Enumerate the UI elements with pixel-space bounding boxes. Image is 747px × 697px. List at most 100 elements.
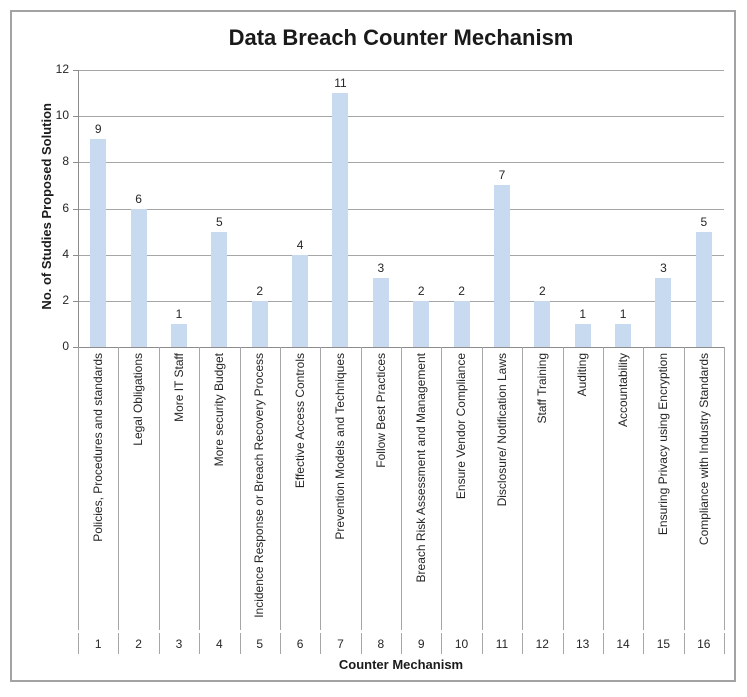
bar-value-label: 9	[94, 122, 102, 137]
category-number-separator	[563, 633, 564, 654]
y-tick-label: 0	[62, 339, 69, 353]
bar	[251, 300, 268, 347]
gridline	[79, 300, 724, 302]
bar	[130, 208, 147, 347]
category-number-separator	[159, 633, 160, 654]
category-label: Ensuring Privacy using Encryption	[656, 353, 671, 536]
category-number-separator	[643, 633, 644, 654]
bar-value-label: 4	[296, 237, 304, 252]
category-number-separator	[78, 633, 79, 654]
category-number: 10	[454, 637, 469, 651]
category-number-separator	[441, 633, 442, 654]
x-axis-title: Counter Mechanism	[338, 657, 464, 672]
category-number: 14	[616, 637, 630, 651]
category-separator	[522, 347, 523, 630]
bar	[534, 300, 551, 347]
category-label-cell: Policies, Procedures and standards	[78, 353, 118, 630]
category-number-separator	[320, 633, 321, 654]
category-number: 4	[215, 637, 223, 651]
category-number: 12	[535, 637, 549, 651]
category-number: 3	[175, 637, 183, 651]
category-separator	[78, 347, 79, 630]
category-number-separator	[401, 633, 402, 654]
y-tick-label: 10	[55, 108, 69, 123]
category-separator	[603, 347, 604, 630]
category-number: 1	[94, 637, 102, 651]
category-label: Effective Access Controls	[292, 353, 307, 489]
category-number: 5	[256, 637, 264, 651]
y-axis-line	[78, 70, 79, 348]
category-label-cell: Ensuring Privacy using Encryption	[643, 353, 683, 630]
y-tick-mark	[73, 300, 78, 302]
gridline	[79, 116, 724, 118]
category-separator	[361, 347, 362, 630]
bar-value-label: 5	[215, 214, 223, 229]
y-tick-mark	[73, 347, 78, 348]
category-label-cell: More security Budget	[199, 353, 239, 630]
y-tick-mark	[73, 116, 78, 118]
category-separator	[199, 347, 200, 630]
category-label-cell: Disclosure/ Notification Laws	[482, 353, 522, 630]
category-label: Follow Best Practices	[373, 353, 388, 468]
category-label-cell: Compliance with Industry Standards	[684, 353, 724, 630]
bar	[453, 300, 470, 347]
gridline	[79, 162, 724, 164]
category-label-cell: Breach Risk Assessment and Management	[401, 353, 441, 630]
category-number-separator	[361, 633, 362, 654]
chart-title: Data Breach Counter Mechanism	[228, 25, 574, 50]
bar	[695, 231, 712, 347]
category-separator	[441, 347, 442, 630]
bar	[332, 93, 349, 347]
bar	[574, 323, 591, 347]
bar	[90, 139, 107, 347]
category-number: 7	[337, 637, 344, 651]
category-label-cell: Prevention Models and Techniques	[320, 353, 360, 630]
category-separator	[280, 347, 281, 630]
category-separator	[482, 347, 483, 630]
category-label: Ensure Vendor Compliance	[454, 353, 469, 500]
bar-value-label: 3	[660, 260, 667, 275]
plot-area: 0 2 4 6 8 10 12 9 6 1 5 2 4 11 3 2 2 7 2 1 1 3 5 Policies, Proc…	[12, 12, 734, 680]
bar-value-label: 7	[498, 168, 506, 183]
category-separator	[724, 347, 725, 630]
category-label-cell: Legal Obligations	[118, 353, 158, 630]
category-number-separator	[482, 633, 483, 654]
bar-value-label: 1	[579, 306, 587, 321]
bar	[372, 277, 389, 347]
bar-value-label: 11	[334, 76, 347, 91]
category-label-cell: Effective Access Controls	[280, 353, 320, 630]
category-separator	[401, 347, 402, 630]
category-number-separator	[280, 633, 281, 654]
category-label: Policies, Procedures and standards	[90, 353, 105, 542]
bar	[211, 231, 228, 347]
bar-value-label: 2	[417, 283, 425, 298]
category-number-separator	[724, 633, 725, 654]
category-separator	[159, 347, 160, 630]
category-number: 8	[377, 637, 385, 651]
bar-value-label: 1	[619, 306, 627, 321]
category-number: 2	[135, 637, 142, 651]
category-number-separator	[118, 633, 119, 654]
bar	[615, 323, 632, 347]
bar	[292, 254, 309, 347]
category-separator	[320, 347, 321, 630]
category-label: Compliance with Industry Standards	[696, 353, 711, 546]
category-label: Accountability	[615, 353, 630, 428]
category-label: More IT Staff	[171, 353, 186, 422]
gridline	[79, 208, 724, 210]
category-number: 11	[495, 637, 509, 651]
y-tick-label: 12	[55, 62, 69, 76]
y-tick-mark	[73, 208, 78, 210]
category-separator	[118, 347, 119, 630]
category-number: 6	[296, 637, 304, 651]
y-tick-mark	[73, 254, 78, 256]
category-number-separator	[684, 633, 685, 654]
y-tick-label: 4	[62, 246, 69, 261]
category-number: 9	[417, 637, 425, 651]
bar	[655, 277, 672, 347]
category-label: Disclosure/ Notification Laws	[494, 353, 509, 507]
bar	[493, 185, 510, 347]
category-number: 13	[576, 637, 590, 651]
category-label-cell: Accountability	[603, 353, 643, 630]
